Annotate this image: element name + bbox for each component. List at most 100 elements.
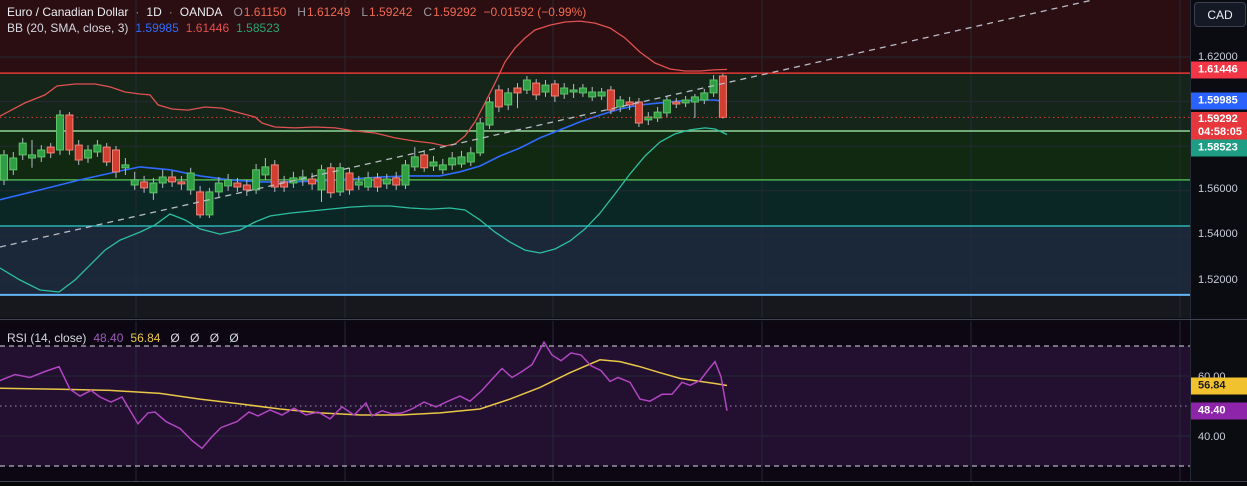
close-value: C 1.59292: [423, 4, 477, 19]
candle: [700, 92, 709, 101]
candle: [336, 167, 345, 193]
axis-label: 1.56000: [1198, 183, 1238, 195]
exchange-label: OANDA: [179, 4, 223, 19]
candle: [74, 144, 83, 161]
candle: [196, 191, 205, 216]
candle: [382, 178, 391, 185]
rsi-ma-value: 56.84: [130, 330, 161, 345]
currency-button[interactable]: CAD: [1194, 2, 1246, 27]
candle: [578, 87, 587, 94]
candle: [140, 181, 149, 189]
candle: [270, 164, 279, 188]
candle: [46, 146, 55, 154]
high-value: H 1.61249: [297, 4, 351, 19]
candle: [18, 142, 27, 156]
candle: [392, 177, 401, 186]
change-value: −0.01592 (−0.99%): [483, 4, 587, 19]
candle: [541, 84, 550, 93]
candle: [252, 169, 261, 191]
candle: [560, 87, 569, 95]
bb-lower-line: [0, 127, 728, 293]
symbol-title: Euro / Canadian Dollar: [7, 4, 129, 19]
candle: [158, 176, 167, 184]
candle: [457, 156, 466, 165]
price-badge: 56.84: [1191, 377, 1247, 395]
bb-indicator-legend[interactable]: BB (20, SMA, close, 3) 1.59985 1.61446 1…: [7, 20, 280, 35]
open-value: O 1.61150: [233, 4, 287, 19]
candle: [242, 184, 251, 191]
rsi-value: 48.40: [93, 330, 124, 345]
candle: [438, 164, 447, 171]
rsi-ma-line: [0, 359, 728, 416]
candle: [121, 164, 130, 169]
bb-lower-value: 1.58523: [236, 20, 280, 35]
candle: [513, 87, 522, 94]
candle: [616, 99, 625, 108]
price-badge: 48.40: [1191, 402, 1247, 420]
candle: [317, 169, 326, 191]
legend-separator: ·: [168, 4, 173, 19]
candle: [186, 172, 195, 191]
candle: [690, 96, 699, 103]
candle: [9, 157, 18, 171]
price-zone-band: [0, 294, 1190, 318]
bottom-strip: [0, 482, 1247, 486]
candle: [37, 149, 46, 158]
bb-basis-line: [0, 99, 728, 201]
bb-upper-line: [0, 20, 728, 147]
bb-upper-value: 1.61446: [185, 20, 230, 35]
price-zone-band: [0, 226, 1190, 295]
candle: [93, 144, 102, 153]
candle: [168, 176, 177, 183]
candle: [130, 179, 139, 186]
candle: [401, 164, 410, 186]
rsi-empty-values: Ø Ø Ø Ø: [170, 330, 239, 345]
candle: [429, 161, 438, 167]
candle: [718, 75, 727, 118]
candle: [177, 181, 186, 185]
axis-label: 40.00: [1198, 431, 1226, 443]
pane-separator[interactable]: [0, 319, 1247, 320]
bb-basis-value: 1.59985: [135, 20, 179, 35]
candle: [550, 83, 559, 97]
candle: [625, 101, 634, 106]
rsi-indicator-legend[interactable]: RSI (14, close) 48.40 56.84 Ø Ø Ø Ø: [7, 330, 239, 345]
candle: [308, 178, 317, 185]
candle: [494, 89, 503, 108]
price-badge: 1.59985: [1191, 92, 1247, 110]
candle: [662, 99, 671, 114]
candle: [345, 172, 354, 191]
price-badge: 1.59292 04:58:05: [1191, 112, 1247, 140]
candle: [65, 114, 74, 151]
bottom-separator: [0, 481, 1247, 482]
price-scale[interactable]: CAD 1.620001.560001.540001.5200060.0040.…: [1190, 0, 1247, 486]
countdown-timer: 04:58:05: [1198, 126, 1243, 138]
price-zone-band: [0, 73, 1190, 132]
candle: [364, 177, 373, 188]
price-zone-band: [0, 131, 1190, 180]
chart-canvas[interactable]: [0, 0, 1190, 486]
candle: [261, 166, 270, 176]
price-zone-band: [0, 0, 1190, 74]
candle: [354, 181, 363, 186]
axis-label: 1.62000: [1198, 51, 1238, 63]
candle: [448, 157, 457, 166]
candle: [597, 91, 606, 97]
candle: [56, 114, 64, 151]
legend-separator: ·: [135, 4, 140, 19]
candle: [466, 152, 475, 163]
bb-name: BB (20, SMA, close, 3): [7, 20, 129, 35]
candle: [569, 89, 578, 93]
interval-label: 1D: [146, 4, 162, 19]
rsi-line: [0, 340, 728, 450]
symbol-legend[interactable]: Euro / Canadian Dollar · 1D · OANDA O 1.…: [7, 4, 586, 19]
candle: [681, 99, 690, 104]
candle: [634, 101, 643, 124]
candle: [205, 191, 214, 216]
price-badge: 1.58523: [1191, 139, 1247, 157]
candle: [532, 82, 541, 96]
candle: [233, 182, 242, 188]
candle: [84, 149, 92, 159]
candle: [224, 179, 233, 187]
